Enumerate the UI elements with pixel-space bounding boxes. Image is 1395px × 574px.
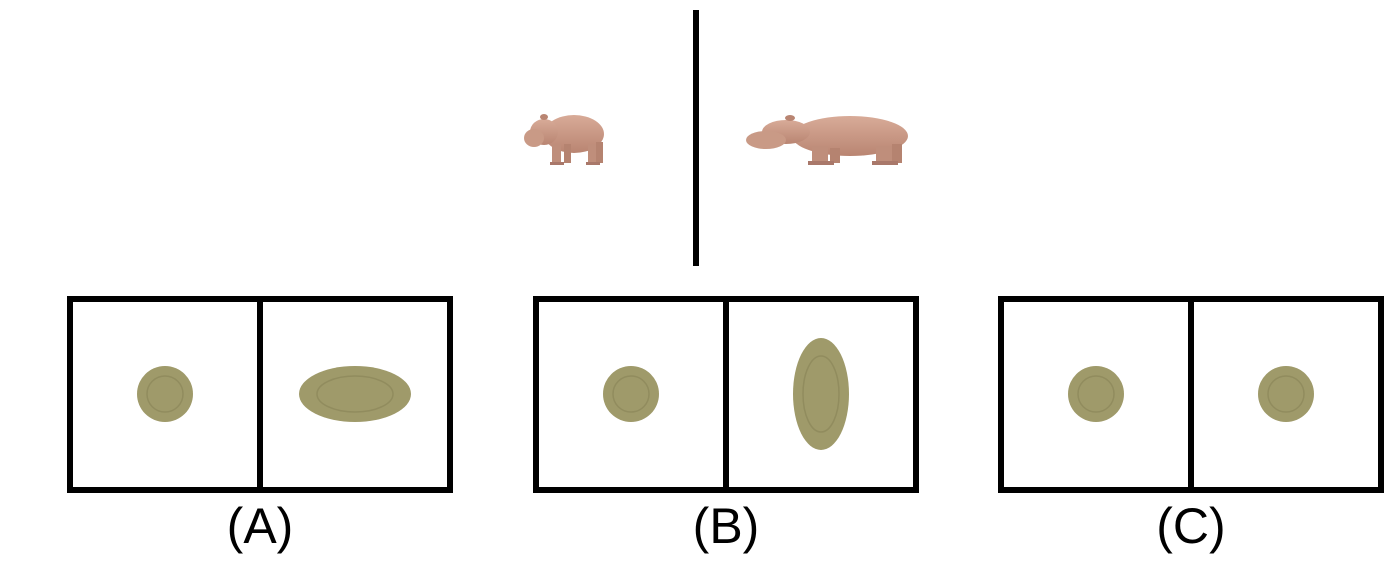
option-b-discs [603,338,849,450]
option-c-label: (C) [1156,498,1226,554]
option-a-panel[interactable] [67,296,453,493]
option-b-label: (B) [692,498,760,554]
hippo-small-image [524,114,604,165]
option-b-divider [723,296,729,493]
option-a-divider [257,296,263,493]
option-a-discs [137,366,411,422]
reference-divider [693,10,699,266]
option-c-divider [1188,296,1194,493]
hippo-wide-image [746,115,908,165]
option-a-label: (A) [226,498,294,554]
option-b-left-disc [603,366,659,422]
option-c-left-disc [1068,366,1124,422]
option-a-left-disc [137,366,193,422]
option-a-right-disc [299,366,411,422]
option-c-right-disc [1258,366,1314,422]
option-c-discs [1068,366,1314,422]
option-b-panel[interactable] [533,296,919,493]
option-c-panel[interactable] [998,296,1384,493]
option-b-right-disc [793,338,849,450]
